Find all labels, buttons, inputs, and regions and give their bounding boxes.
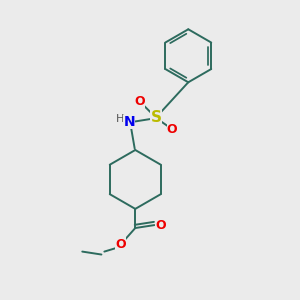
Text: S: S	[150, 110, 161, 125]
Text: O: O	[134, 95, 145, 108]
Text: O: O	[115, 238, 126, 251]
Text: H: H	[116, 114, 124, 124]
Text: N: N	[124, 115, 135, 129]
Text: O: O	[155, 219, 166, 232]
Text: O: O	[167, 123, 177, 136]
